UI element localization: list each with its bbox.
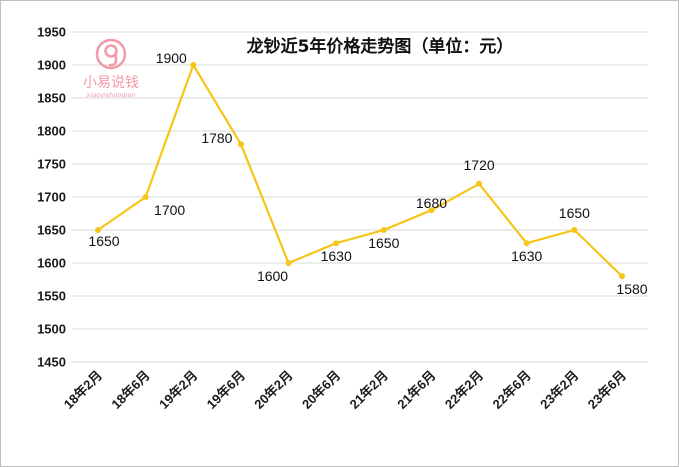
y-tick-label: 1500	[37, 322, 66, 337]
x-tick-label: 23年2月	[537, 368, 581, 412]
x-tick-label: 20年2月	[251, 368, 295, 412]
data-label: 1630	[321, 248, 352, 264]
grid-lines	[72, 31, 648, 363]
y-tick-label: 1850	[37, 91, 66, 106]
x-tick-label: 21年6月	[394, 368, 438, 412]
data-point	[523, 240, 530, 247]
watermark-logo: 小易说钱 xiaoyishuoqian	[83, 38, 139, 99]
data-label: 1720	[464, 157, 495, 173]
data-point	[476, 180, 483, 187]
data-label: 1900	[156, 50, 187, 66]
data-points	[95, 62, 625, 280]
data-label: 1580	[616, 281, 647, 297]
x-tick-label: 19年6月	[204, 368, 248, 412]
data-point	[237, 141, 244, 148]
series-line	[97, 63, 623, 277]
data-label: 1650	[88, 233, 119, 249]
x-tick-label: 23年6月	[585, 368, 629, 412]
data-point	[285, 260, 292, 266]
y-tick-label: 1800	[37, 124, 66, 139]
data-point	[95, 227, 101, 233]
data-label: 1650	[368, 235, 399, 251]
data-point	[190, 62, 197, 68]
data-point	[333, 240, 340, 247]
x-tick-label: 22年6月	[490, 368, 534, 412]
y-tick-label: 1700	[37, 190, 66, 205]
y-axis-ticks: 1450 1500 1550 1600 1650 1700 1750 1800 1850 1900…	[37, 25, 66, 370]
x-tick-label: 18年6月	[108, 368, 152, 412]
g-circle-icon	[95, 38, 127, 70]
watermark-subtext: xiaoyishuoqian	[87, 91, 136, 99]
y-tick-label: 1750	[37, 157, 66, 172]
x-tick-label: 20年6月	[299, 368, 343, 412]
data-label: 1600	[257, 268, 288, 284]
y-tick-label: 1600	[37, 256, 66, 271]
watermark-text: 小易说钱	[83, 75, 139, 91]
y-tick-label: 1650	[37, 223, 66, 238]
x-tick-label: 19年2月	[156, 368, 200, 412]
x-tick-label: 21年2月	[347, 368, 391, 412]
data-point	[571, 227, 578, 233]
x-tick-label: 18年2月	[61, 368, 105, 412]
data-point	[380, 227, 387, 233]
y-tick-label: 1950	[37, 25, 66, 40]
data-label: 1780	[201, 130, 232, 146]
data-label: 1630	[511, 248, 542, 264]
data-label: 1650	[559, 205, 590, 221]
x-axis-ticks: 18年2月 18年6月 19年2月 19年6月 20年2月 20年6月 21年2月 21年6月…	[61, 368, 629, 412]
data-labels: 1650 1700 1900 1780 1600 1630 1650 1680 1720 1630…	[88, 50, 647, 297]
chart-title: 龙钞近5年价格走势图（单位：元）	[246, 36, 514, 57]
data-point	[428, 207, 435, 214]
y-tick-label: 1900	[37, 58, 66, 73]
data-point	[619, 273, 625, 280]
y-tick-label: 1450	[37, 355, 66, 370]
y-tick-label: 1550	[37, 289, 66, 304]
data-label: 1700	[154, 202, 185, 218]
x-tick-label: 22年2月	[442, 368, 486, 412]
data-label: 1680	[416, 195, 447, 211]
data-point	[142, 194, 149, 200]
